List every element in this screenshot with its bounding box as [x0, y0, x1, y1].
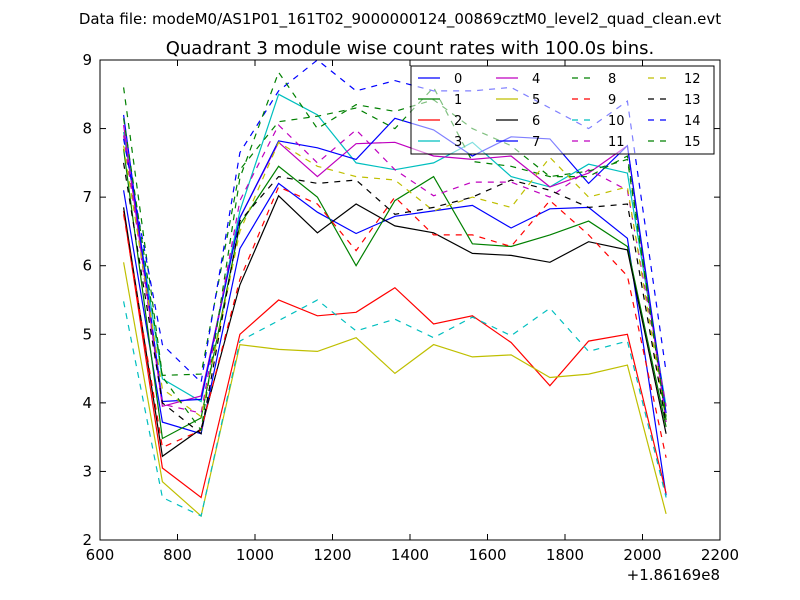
figure-suptitle: Data file: modeM0/AS1P01_161T02_90000001… — [79, 10, 721, 29]
series-line-1 — [123, 149, 667, 440]
plot-frame — [99, 59, 721, 541]
y-tick-label: 5 — [82, 325, 92, 343]
x-tick-label: 1600 — [468, 546, 506, 564]
legend-label-10: 10 — [608, 114, 625, 129]
y-tick-label: 8 — [82, 120, 92, 138]
series-line-14 — [123, 59, 667, 384]
legend-label-8: 8 — [608, 72, 616, 87]
legend-label-7: 7 — [532, 135, 540, 150]
legend-label-2: 2 — [454, 114, 462, 129]
y-tick-label: 4 — [82, 394, 92, 412]
legend-label-9: 9 — [608, 93, 616, 108]
legend-label-0: 0 — [454, 72, 462, 87]
chart-title: Quadrant 3 module wise count rates with … — [166, 38, 655, 59]
legend-label-4: 4 — [532, 72, 540, 87]
legend-label-6: 6 — [532, 114, 540, 129]
legend-label-3: 3 — [454, 135, 462, 150]
x-offset-label: +1.86169e8 — [627, 566, 720, 584]
x-tick-label: 800 — [163, 546, 192, 564]
x-tick-label: 1000 — [236, 546, 274, 564]
legend-label-5: 5 — [532, 93, 540, 108]
series-lines — [123, 59, 667, 518]
axis-ticks: 600 800 1000 1200 1400 1600 1800 2000 2200 2 3 4 5 6 7… — [82, 51, 739, 564]
x-tick-label: 1200 — [313, 546, 351, 564]
series-line-15 — [123, 71, 667, 432]
legend-label-14: 14 — [684, 114, 701, 129]
x-tick-label: 600 — [86, 546, 115, 564]
y-tick-label: 6 — [82, 257, 92, 275]
y-tick-label: 2 — [82, 531, 92, 549]
x-tick-label: 2000 — [623, 546, 661, 564]
legend-label-11: 11 — [608, 135, 625, 150]
series-line-13 — [123, 162, 667, 435]
series-line-7 — [123, 114, 667, 414]
y-tick-label: 9 — [82, 51, 92, 69]
y-tick-label: 3 — [82, 462, 92, 480]
series-line-0 — [123, 182, 667, 496]
x-tick-label: 1800 — [546, 546, 584, 564]
legend-label-12: 12 — [684, 72, 701, 87]
x-tick-label: 2200 — [701, 546, 739, 564]
legend-label-13: 13 — [684, 93, 701, 108]
legend-label-15: 15 — [684, 135, 701, 150]
legend-box — [410, 65, 715, 155]
y-tick-label: 7 — [82, 188, 92, 206]
series-line-10 — [123, 299, 667, 517]
legend-label-1: 1 — [454, 93, 462, 108]
series-line-2 — [123, 210, 667, 499]
series-line-11 — [123, 124, 667, 414]
x-tick-label: 1400 — [391, 546, 429, 564]
